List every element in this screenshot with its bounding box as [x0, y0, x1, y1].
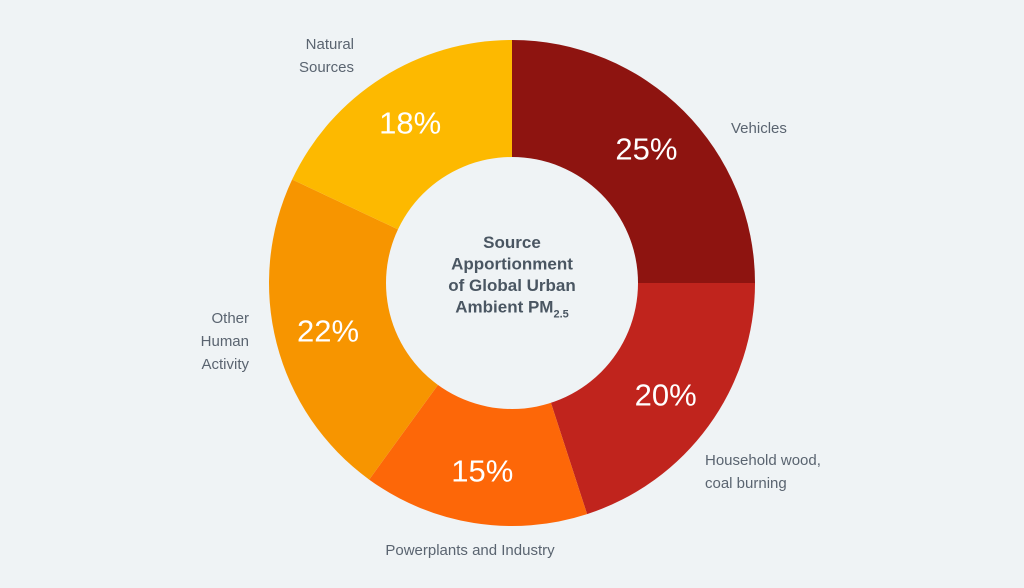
slice-name-label-household-wood-coal-burning: Household wood, coal burning — [705, 452, 821, 492]
slice-name-labels-layer: Vehicles Household wood, coal burning Power… — [201, 36, 821, 559]
percent-label-vehicles: 25% — [615, 132, 677, 167]
chart-title: Source Apportionment of Global Urban Ambien… — [448, 233, 576, 321]
percent-label-natural-sources: 18% — [379, 106, 441, 141]
chart-title-line-2: Apportionment — [451, 255, 573, 274]
percent-label-powerplants-and-industry: 15% — [451, 454, 513, 489]
chart-title-line-3: of Global Urban — [448, 276, 576, 295]
percent-label-household-wood-coal-burning: 20% — [635, 378, 697, 413]
chart-title-line-1: Source — [483, 233, 541, 252]
percent-label-other-human-activity: 22% — [297, 313, 359, 348]
slice-name-label-powerplants-and-industry: Powerplants and Industry — [385, 542, 555, 559]
slice-name-label-other-human-activity: Other Human Activity — [201, 310, 250, 373]
slice-powerplants-and-industry — [369, 283, 588, 527]
chart-title-line-4: Ambient PM2.5 — [455, 298, 569, 321]
percent-labels-layer: 25% 20% 15% 22% 18% — [297, 106, 697, 489]
slice-name-label-natural-sources: Natural Sources — [299, 36, 354, 76]
donut-center-hole — [386, 157, 638, 409]
slice-name-label-vehicles: Vehicles — [731, 120, 787, 137]
